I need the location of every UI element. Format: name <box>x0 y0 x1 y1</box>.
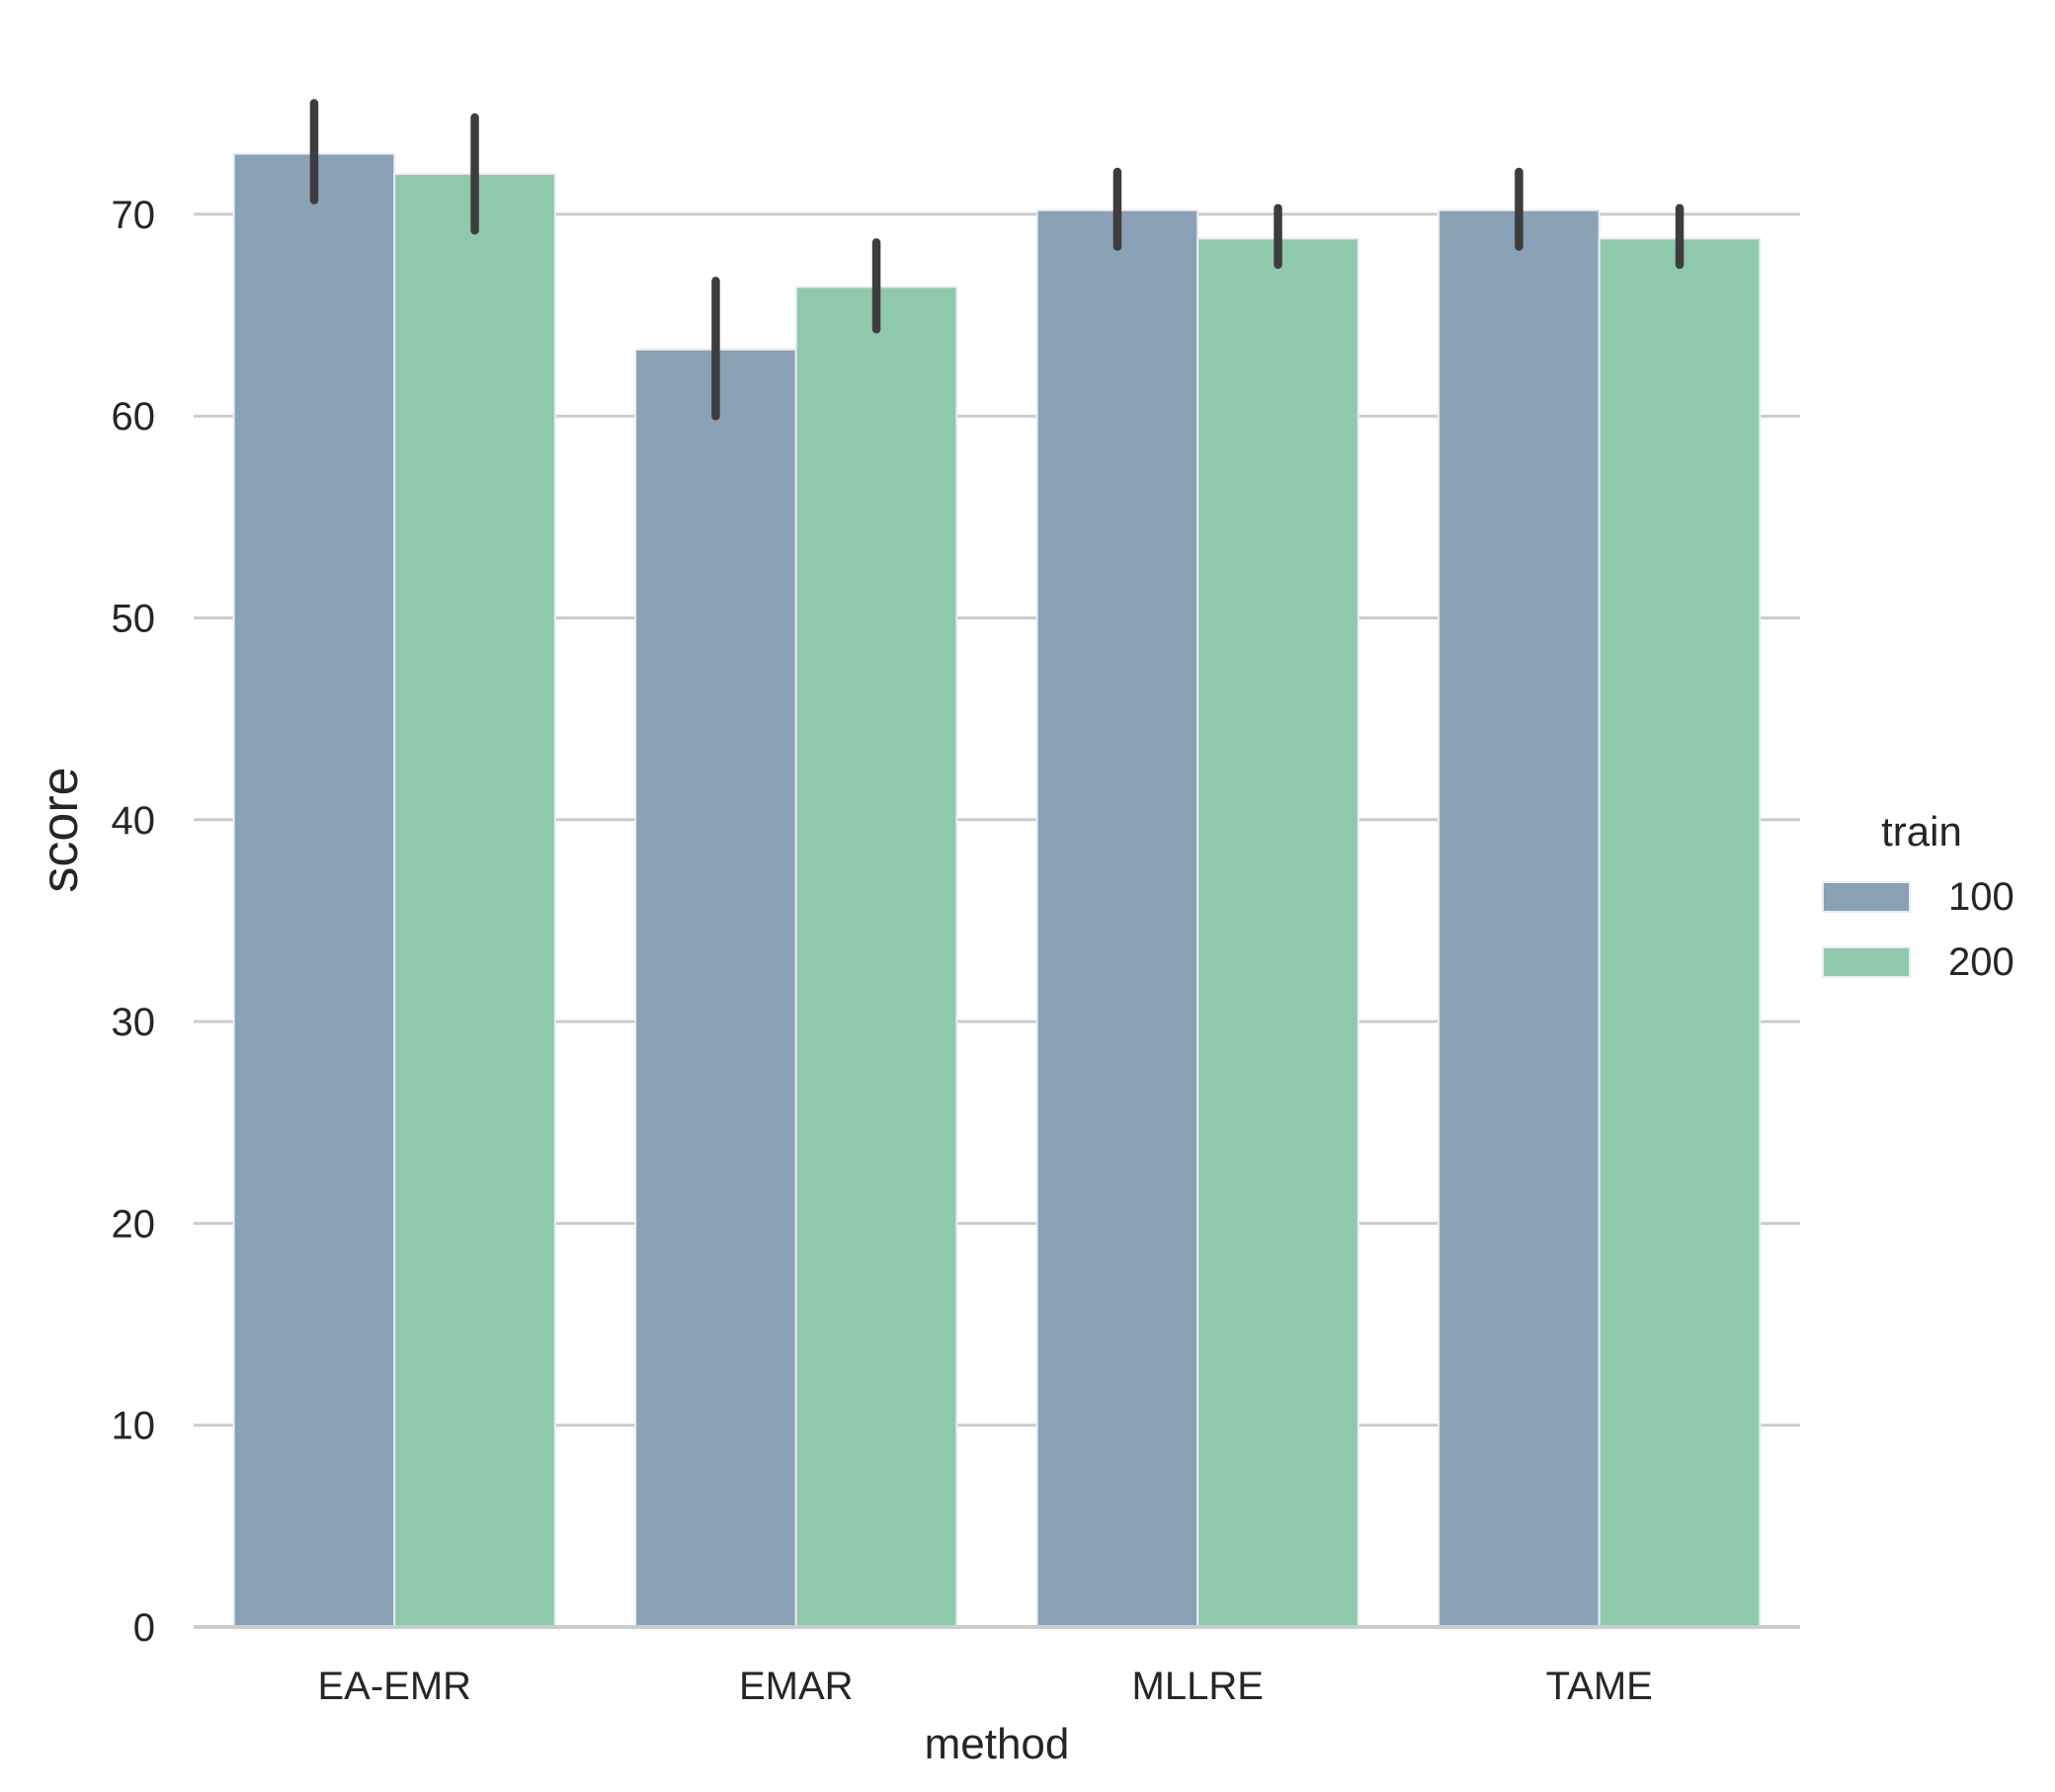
legend-label: 200 <box>1948 940 2014 984</box>
bar <box>1438 208 1601 1629</box>
y-tick-label: 40 <box>112 799 156 843</box>
bar <box>232 152 396 1629</box>
y-tick-labels: 0 10 20 30 40 50 60 70 <box>112 194 156 1650</box>
x-axis-label: method <box>925 1720 1070 1768</box>
legend-swatch <box>1822 881 1911 913</box>
bar <box>634 348 797 1628</box>
bar <box>393 173 556 1628</box>
bar <box>1035 208 1199 1629</box>
legend: train 100 200 <box>1822 808 2014 984</box>
x-tick-label: MLLRE <box>1132 1665 1264 1708</box>
y-tick-label: 50 <box>112 598 156 641</box>
y-tick-label: 70 <box>112 194 156 237</box>
y-tick-label: 10 <box>112 1405 156 1448</box>
bar <box>1598 237 1762 1628</box>
x-tick-label: TAME <box>1546 1665 1653 1708</box>
y-tick-label: 20 <box>112 1202 156 1246</box>
y-tick-label: 30 <box>112 1001 156 1044</box>
y-tick-label: 0 <box>133 1606 155 1650</box>
bars <box>232 152 1762 1629</box>
x-tick-label: EA-EMR <box>317 1665 471 1708</box>
error-bars <box>309 99 1685 421</box>
x-tick-labels: EA-EMR EMAR MLLRE TAME <box>317 1665 1652 1708</box>
bar <box>794 285 958 1628</box>
bar <box>1196 237 1359 1628</box>
y-axis-label: score <box>32 767 89 892</box>
legend-swatch <box>1822 946 1911 978</box>
legend-title: train <box>1881 808 1962 855</box>
x-tick-label: EMAR <box>739 1665 854 1708</box>
y-tick-label: 60 <box>112 395 156 439</box>
legend-label: 100 <box>1948 875 2014 919</box>
